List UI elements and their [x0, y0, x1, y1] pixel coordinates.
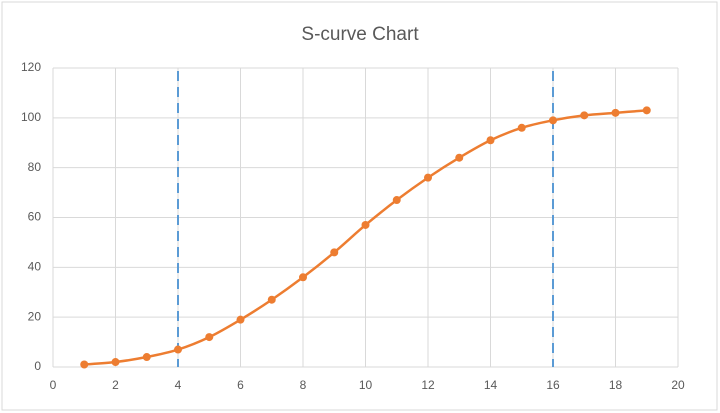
x-tick-label: 0 [50, 378, 57, 392]
x-tick-label: 20 [671, 378, 685, 392]
chart-title: S-curve Chart [301, 24, 419, 45]
y-tick-label: 40 [28, 260, 42, 274]
data-point [455, 153, 464, 162]
data-point [174, 345, 182, 354]
data-point [80, 360, 89, 369]
data-point [205, 333, 214, 342]
y-tick-label: 20 [28, 309, 42, 323]
x-tick-label: 16 [546, 378, 560, 392]
x-tick-label: 8 [300, 378, 307, 392]
data-point [549, 116, 557, 125]
y-tick-label: 0 [34, 359, 41, 373]
x-tick-label: 12 [421, 378, 435, 392]
data-point [361, 220, 370, 229]
data-point [611, 108, 620, 117]
x-tick-label: 14 [484, 378, 498, 392]
x-tick-label: 10 [359, 378, 373, 392]
data-point [392, 196, 401, 205]
data-point [517, 123, 526, 132]
data-point [236, 315, 245, 324]
x-tick-label: 18 [609, 378, 623, 392]
data-point [330, 248, 339, 257]
y-tick-label: 120 [21, 60, 41, 74]
x-tick-label: 2 [112, 378, 119, 392]
data-point [111, 358, 120, 367]
data-point [486, 136, 495, 145]
data-point [424, 173, 432, 182]
y-tick-label: 80 [28, 160, 42, 174]
y-tick-label: 100 [21, 110, 41, 124]
data-point [299, 273, 307, 282]
y-tick-label: 60 [28, 210, 42, 224]
x-tick-label: 6 [237, 378, 244, 392]
data-point [267, 295, 276, 304]
data-point [580, 111, 589, 120]
data-point [142, 353, 151, 362]
x-tick-label: 4 [175, 378, 182, 392]
data-point [642, 106, 651, 115]
